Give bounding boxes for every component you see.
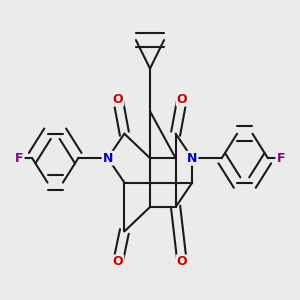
Text: O: O: [177, 93, 187, 106]
Text: O: O: [113, 256, 123, 268]
Text: O: O: [177, 256, 187, 268]
Text: N: N: [103, 152, 113, 165]
Text: O: O: [113, 93, 123, 106]
Text: F: F: [15, 152, 24, 165]
Text: F: F: [276, 152, 285, 165]
Text: N: N: [187, 152, 197, 165]
